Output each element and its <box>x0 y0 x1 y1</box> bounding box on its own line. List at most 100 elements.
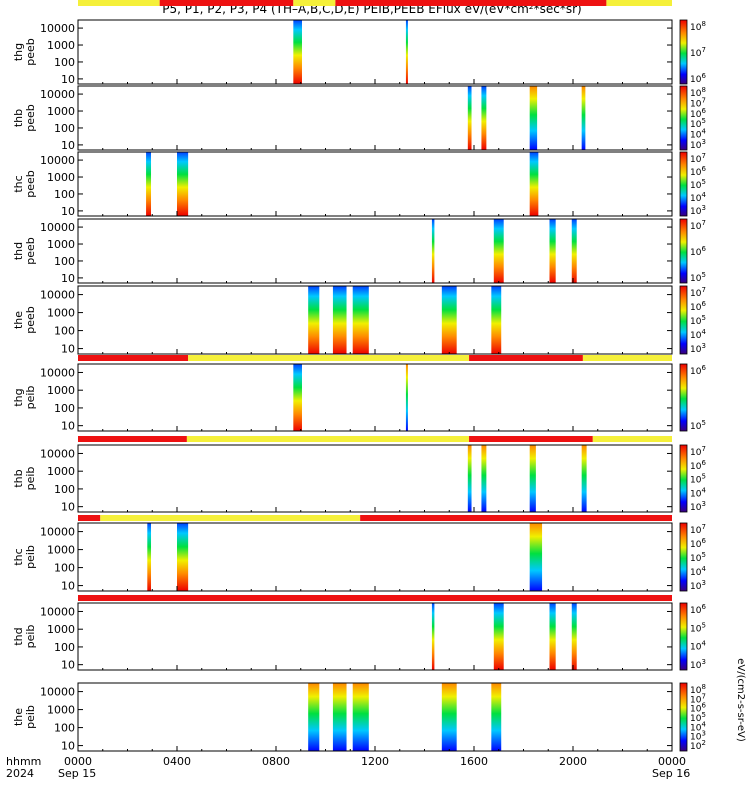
spectrogram-panel: 10 100 1000 10000 thg peib 106 105 <box>12 363 706 433</box>
panel-label-instrument: peib <box>24 545 37 569</box>
mode-bar-segment <box>469 355 583 361</box>
colorbar <box>679 151 688 217</box>
y-tick-label: 1000 <box>47 704 75 717</box>
colorbar <box>679 444 688 513</box>
mode-bar-segment <box>186 436 470 442</box>
spectrogram-panel: 10 100 1000 10000 thd peeb 107 106 105 <box>12 218 706 285</box>
x-axis-row-label-1: hhmm <box>6 755 41 768</box>
data-block <box>146 152 152 216</box>
mode-bar-segment <box>293 0 336 6</box>
panel-label-probe: thg <box>12 43 25 61</box>
panel-frame <box>77 19 673 85</box>
colorbar-tick-label: 104 <box>690 565 706 578</box>
y-tick-label: 10 <box>61 740 75 753</box>
data-block <box>147 523 152 591</box>
data-block <box>571 603 577 670</box>
colorbar-tick-label: 106 <box>690 300 706 313</box>
y-tick-label: 1000 <box>47 238 75 251</box>
y-tick-label: 100 <box>54 56 75 69</box>
y-tick-label: 100 <box>54 325 75 338</box>
data-block <box>493 219 504 283</box>
data-block <box>529 86 538 150</box>
colorbar-tick-label: 107 <box>690 219 706 232</box>
y-tick-label: 10 <box>61 501 75 514</box>
data-block <box>431 219 435 283</box>
panel-frame <box>77 285 673 355</box>
panel-label-instrument: peeb <box>24 237 37 265</box>
panel-label-probe: thd <box>12 242 25 260</box>
colorbar-tick-label: 105 <box>690 473 706 486</box>
y-tick-label: 100 <box>54 188 75 201</box>
x-axis-end-date: Sep 16 <box>652 767 690 780</box>
panel-label-instrument: peib <box>24 625 37 649</box>
panel-label-instrument: peib <box>24 705 37 729</box>
data-block <box>293 20 302 84</box>
colorbar-tick-label: 103 <box>690 204 706 217</box>
y-tick-label: 10000 <box>40 366 75 379</box>
colorbar <box>679 522 688 592</box>
colorbar-tick-label: 105 <box>690 419 706 432</box>
colorbar-tick-label: 105 <box>690 178 706 191</box>
data-block <box>491 683 502 751</box>
x-tick-label: 0000 <box>658 755 686 768</box>
y-tick-label: 10 <box>61 205 75 218</box>
panel-label-instrument: peib <box>24 467 37 491</box>
mode-bar-segment <box>188 355 470 361</box>
colorbar-tick-label: 105 <box>690 551 706 564</box>
y-tick-label: 1000 <box>47 544 75 557</box>
panel-label-instrument: peeb <box>24 306 37 334</box>
y-tick-label: 10000 <box>40 221 75 234</box>
spectrogram-panel: 10 100 1000 10000 thg peeb 108 107 106 <box>12 19 706 86</box>
data-block <box>481 86 487 150</box>
y-tick-label: 100 <box>54 402 75 415</box>
data-block <box>581 86 586 150</box>
y-tick-label: 10000 <box>40 289 75 302</box>
panel-label-probe: thb <box>12 469 25 487</box>
data-block <box>441 683 457 751</box>
data-block <box>177 523 189 591</box>
y-tick-label: 100 <box>54 722 75 735</box>
data-block <box>332 286 347 354</box>
mode-bar-segment <box>100 515 361 521</box>
colorbar-tick-label: 104 <box>690 191 706 204</box>
colorbar-tick-label: 103 <box>690 658 706 671</box>
y-tick-label: 1000 <box>47 39 75 52</box>
y-tick-label: 10000 <box>40 447 75 460</box>
y-tick-label: 10000 <box>40 686 75 699</box>
y-tick-label: 10000 <box>40 88 75 101</box>
colorbar-tick-label: 106 <box>690 459 706 472</box>
mode-bar-segment <box>592 436 672 442</box>
panel-frame <box>77 682 673 752</box>
mode-bar-segment <box>78 0 160 6</box>
colorbar <box>679 218 688 284</box>
y-tick-label: 1000 <box>47 171 75 184</box>
colorbar-tick-label: 103 <box>690 579 706 592</box>
colorbar-tick-label: 105 <box>690 621 706 634</box>
x-tick-label: 1200 <box>361 755 389 768</box>
y-tick-label: 100 <box>54 255 75 268</box>
data-block <box>293 364 302 431</box>
panel-label-instrument: peib <box>24 386 37 410</box>
y-tick-label: 10 <box>61 272 75 285</box>
data-block <box>581 445 587 512</box>
data-block <box>441 286 457 354</box>
y-tick-label: 1000 <box>47 465 75 478</box>
y-tick-label: 10 <box>61 580 75 593</box>
x-axis-start-date: Sep 15 <box>58 767 96 780</box>
colorbar-tick-label: 106 <box>690 72 706 85</box>
panel-label-probe: thb <box>12 109 25 127</box>
mode-bar-segment <box>78 515 101 521</box>
colorbar-unit-label: eV/(cm2-s-sr-eV) <box>735 658 746 742</box>
y-tick-label: 10000 <box>40 154 75 167</box>
x-tick-label: 0800 <box>262 755 290 768</box>
mode-bar-segment <box>606 0 672 6</box>
data-block <box>332 683 347 751</box>
colorbar-tick-label: 107 <box>690 152 706 165</box>
panel-label-probe: thc <box>12 175 25 192</box>
